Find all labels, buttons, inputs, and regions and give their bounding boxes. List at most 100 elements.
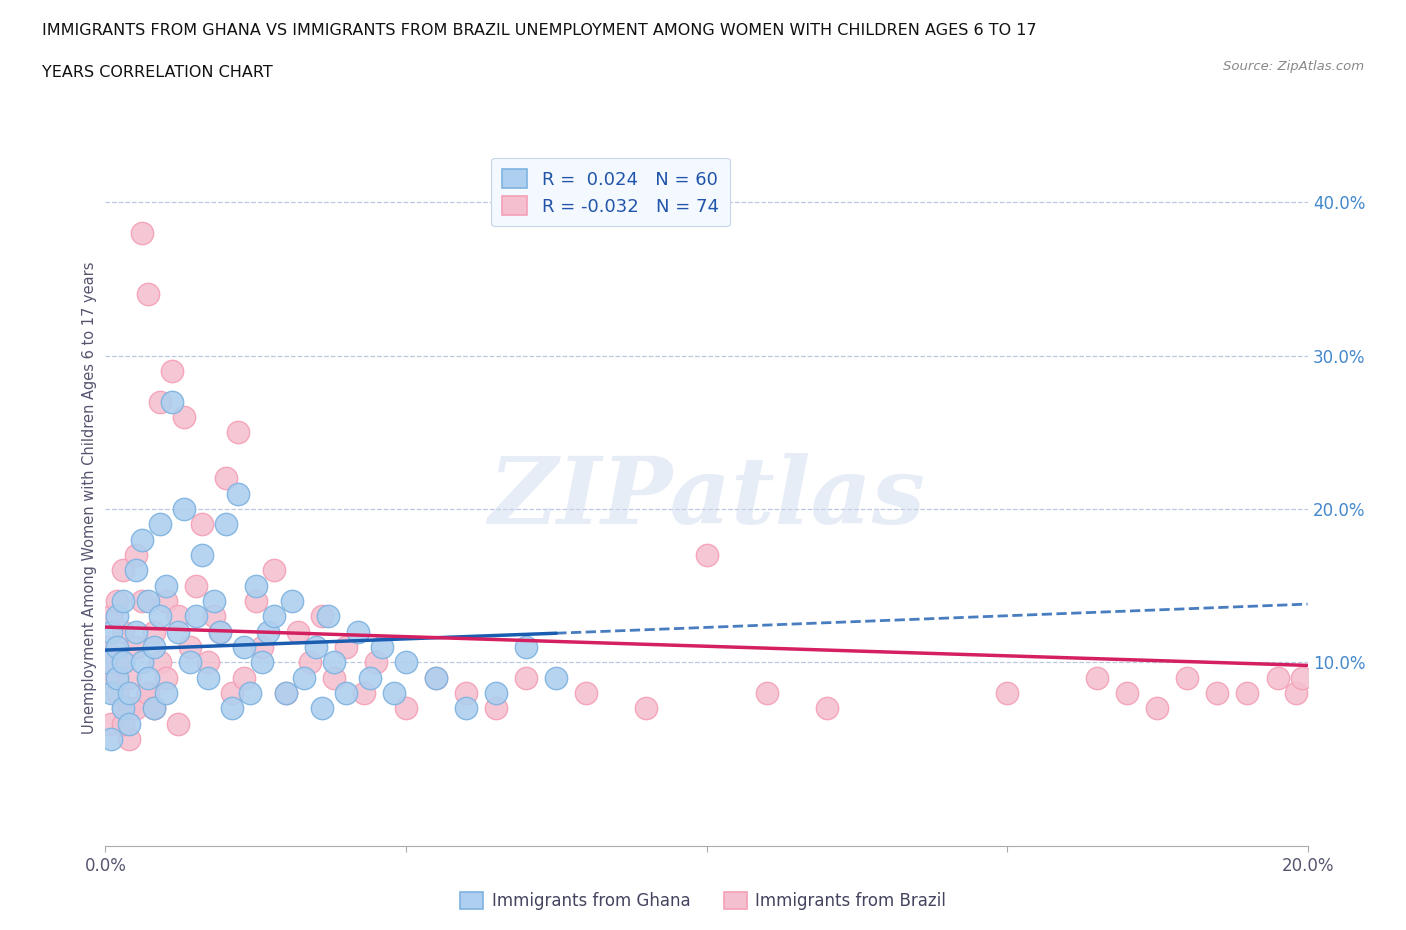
Point (190, 548, 212, 563)
Point (124, 640, 146, 655)
Point (136, 671, 159, 685)
Point (232, 671, 254, 685)
Point (1267, 671, 1289, 685)
Point (214, 517, 236, 532)
Point (142, 701, 165, 716)
Point (184, 578, 207, 593)
Point (112, 563, 135, 578)
Point (160, 394, 183, 409)
Point (124, 624, 146, 639)
Point (118, 732, 141, 747)
Point (1284, 685, 1306, 700)
Point (190, 517, 212, 532)
Point (1116, 685, 1139, 700)
Point (256, 624, 278, 639)
Point (107, 655, 129, 670)
Point (311, 701, 333, 716)
Point (575, 685, 598, 700)
Point (250, 640, 273, 655)
Point (173, 501, 195, 516)
Y-axis label: Unemployment Among Women with Children Ages 6 to 17 years: Unemployment Among Women with Children A… (82, 261, 97, 734)
Point (124, 701, 146, 716)
Point (755, 685, 778, 700)
Point (131, 532, 153, 547)
Point (202, 593, 225, 608)
Point (100, 671, 122, 685)
Point (173, 409, 195, 424)
Point (166, 609, 188, 624)
Point (1236, 685, 1258, 700)
Point (221, 685, 243, 700)
Point (136, 685, 159, 700)
Point (107, 609, 129, 624)
Point (202, 609, 225, 624)
Point (245, 578, 267, 593)
Point (1085, 671, 1108, 685)
Point (636, 701, 658, 716)
Point (118, 716, 141, 731)
Point (142, 640, 165, 655)
Point (155, 671, 177, 685)
Point (197, 671, 219, 685)
Point (124, 548, 146, 563)
Point (335, 685, 357, 700)
Point (263, 563, 285, 578)
Point (136, 287, 159, 302)
Text: ZIPatlas: ZIPatlas (488, 453, 925, 542)
Legend: R =  0.024   N = 60, R = -0.032   N = 74: R = 0.024 N = 60, R = -0.032 N = 74 (491, 158, 730, 227)
Point (100, 685, 122, 700)
Point (335, 640, 357, 655)
Point (107, 593, 129, 608)
Point (263, 609, 285, 624)
Point (696, 548, 718, 563)
Point (136, 685, 159, 700)
Point (311, 609, 333, 624)
Point (395, 701, 418, 716)
Point (179, 655, 201, 670)
Point (112, 701, 135, 716)
Point (364, 655, 387, 670)
Point (112, 655, 135, 670)
Point (100, 624, 122, 639)
Point (274, 685, 297, 700)
Point (995, 685, 1018, 700)
Point (226, 486, 249, 501)
Point (142, 624, 165, 639)
Point (155, 578, 177, 593)
Point (515, 671, 537, 685)
Point (100, 609, 122, 624)
Point (160, 364, 183, 379)
Point (148, 517, 170, 532)
Point (131, 593, 153, 608)
Point (425, 671, 447, 685)
Point (382, 685, 405, 700)
Point (118, 701, 141, 716)
Point (155, 593, 177, 608)
Point (136, 593, 159, 608)
Point (1175, 671, 1198, 685)
Point (179, 640, 201, 655)
Point (100, 716, 122, 731)
Point (359, 671, 381, 685)
Point (292, 671, 315, 685)
Point (184, 609, 207, 624)
Point (107, 671, 129, 685)
Point (546, 671, 568, 685)
Point (166, 624, 188, 639)
Point (250, 655, 273, 670)
Point (485, 685, 508, 700)
Text: YEARS CORRELATION CHART: YEARS CORRELATION CHART (42, 65, 273, 80)
Point (221, 701, 243, 716)
Point (1206, 685, 1229, 700)
Point (322, 655, 344, 670)
Point (148, 394, 170, 409)
Point (208, 624, 231, 639)
Point (454, 701, 477, 716)
Point (100, 732, 122, 747)
Point (94, 655, 117, 670)
Point (515, 640, 537, 655)
Point (148, 609, 170, 624)
Point (281, 593, 304, 608)
Text: IMMIGRANTS FROM GHANA VS IMMIGRANTS FROM BRAZIL UNEMPLOYMENT AMONG WOMEN WITH CH: IMMIGRANTS FROM GHANA VS IMMIGRANTS FROM… (42, 23, 1036, 38)
Point (815, 701, 838, 716)
